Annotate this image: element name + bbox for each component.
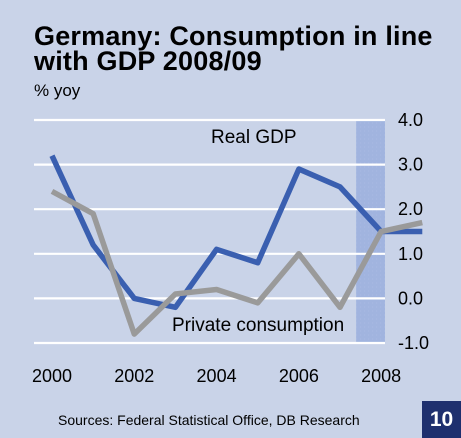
y-axis-ticks: 4.0 3.0 2.0 1.0 0.0 -1.0 [398, 110, 429, 353]
x-axis-ticks: 2000 2002 2004 2006 2008 [32, 366, 401, 386]
unit-label: % yoy [34, 81, 81, 100]
grid-lines [34, 118, 385, 345]
chart-title: Germany: Consumption in line with GDP 20… [34, 21, 433, 76]
x-tick-label: 2002 [114, 366, 154, 386]
series-line-private-consumption [50, 188, 423, 337]
y-tick-label: 1.0 [398, 244, 423, 264]
y-tick-label: 0.0 [398, 288, 423, 308]
y-tick-label: -1.0 [398, 333, 429, 353]
series-label-private-consumption: Private consumption [172, 315, 344, 336]
x-tick-label: 2004 [197, 366, 237, 386]
x-tick-label: 2008 [361, 366, 401, 386]
x-tick-label: 2000 [32, 366, 72, 386]
page-number-badge: 10 [422, 401, 461, 438]
source-note: Sources: Federal Statistical Office, DB … [58, 412, 360, 428]
x-tick-label: 2006 [279, 366, 319, 386]
y-tick-label: 4.0 [398, 110, 423, 130]
series-label-real-gdp: Real GDP [211, 127, 297, 148]
y-tick-label: 3.0 [398, 155, 423, 175]
series-lines [49, 154, 423, 337]
y-tick-label: 2.0 [398, 199, 423, 219]
